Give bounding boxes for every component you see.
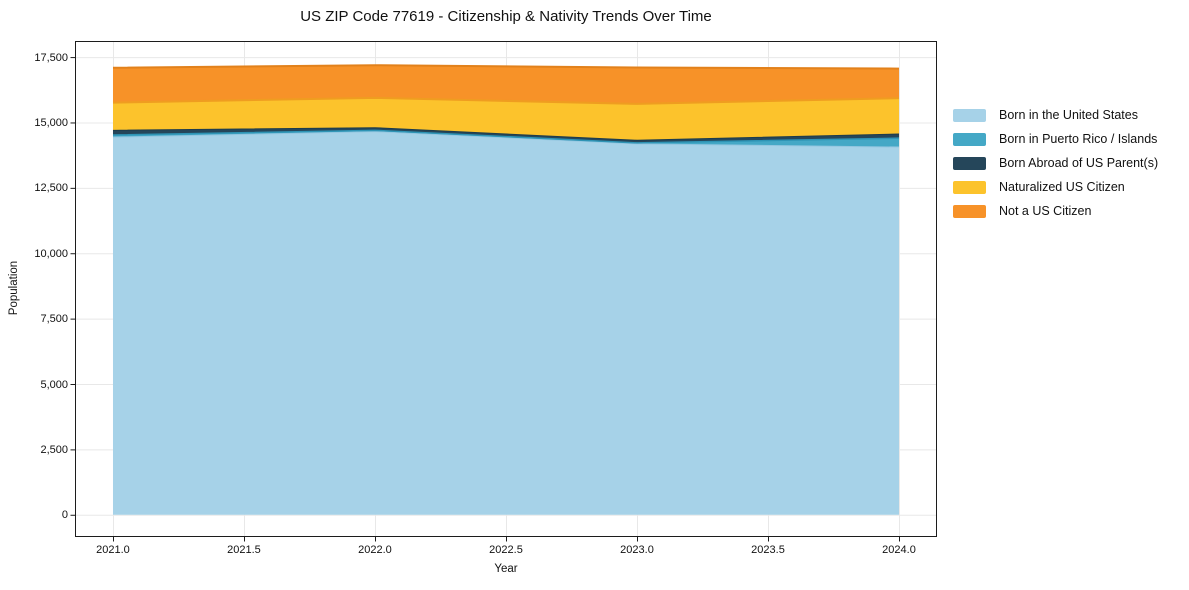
- area-series: [112, 131, 900, 515]
- x-tick-label: 2022.5: [489, 544, 523, 556]
- area-series-edge: [112, 127, 900, 141]
- legend-swatch: [953, 204, 986, 218]
- y-tick-label: 0: [61, 509, 68, 522]
- legend-label: Not a US Citizen: [999, 204, 1092, 218]
- legend-label: Born in Puerto Rico / Islands: [999, 132, 1158, 146]
- y-tick-label: 7,500: [40, 313, 68, 326]
- y-axis-label: Population: [8, 260, 20, 316]
- y-tick-label: 15,000: [34, 116, 68, 129]
- y-tick-label: 17,500: [34, 51, 68, 64]
- y-tick-label: 5,000: [40, 378, 68, 391]
- legend-item: Not a US Citizen: [953, 199, 1158, 223]
- y-tick-label: 2,500: [40, 443, 68, 456]
- legend: Born in the United States Born in Puerto …: [953, 103, 1158, 223]
- x-tick-label: 2023.0: [620, 544, 654, 556]
- area-series-edge: [112, 131, 900, 148]
- chart-title: US ZIP Code 77619 - Citizenship & Nativi…: [300, 8, 712, 25]
- x-tick-label: 2021.0: [96, 544, 130, 556]
- x-tick-label: 2024.0: [882, 544, 916, 556]
- y-tick-label: 10,000: [34, 247, 68, 260]
- plot-border: [75, 41, 937, 537]
- x-tick-label: 2022.0: [358, 544, 392, 556]
- y-tick-label: 12,500: [34, 182, 68, 195]
- x-axis-label: Year: [494, 563, 518, 575]
- area-series: [112, 97, 900, 141]
- area-series-edge: [112, 96, 900, 105]
- legend-swatch: [953, 132, 986, 146]
- legend-swatch: [953, 180, 986, 194]
- legend-label: Naturalized US Citizen: [999, 180, 1125, 194]
- legend-item: Born in the United States: [953, 103, 1158, 127]
- area-series: [112, 130, 900, 148]
- legend-item: Born in Puerto Rico / Islands: [953, 127, 1158, 151]
- area-series: [112, 65, 900, 104]
- legend-item: Born Abroad of US Parent(s): [953, 151, 1158, 175]
- x-tick-label: 2021.5: [227, 544, 261, 556]
- legend-swatch: [953, 108, 986, 122]
- x-tick-label: 2023.5: [751, 544, 785, 556]
- area-series-edge: [112, 64, 900, 70]
- area-series-edge: [112, 129, 900, 144]
- legend-swatch: [953, 156, 986, 170]
- legend-label: Born in the United States: [999, 108, 1138, 122]
- legend-item: Naturalized US Citizen: [953, 175, 1158, 199]
- legend-label: Born Abroad of US Parent(s): [999, 156, 1159, 170]
